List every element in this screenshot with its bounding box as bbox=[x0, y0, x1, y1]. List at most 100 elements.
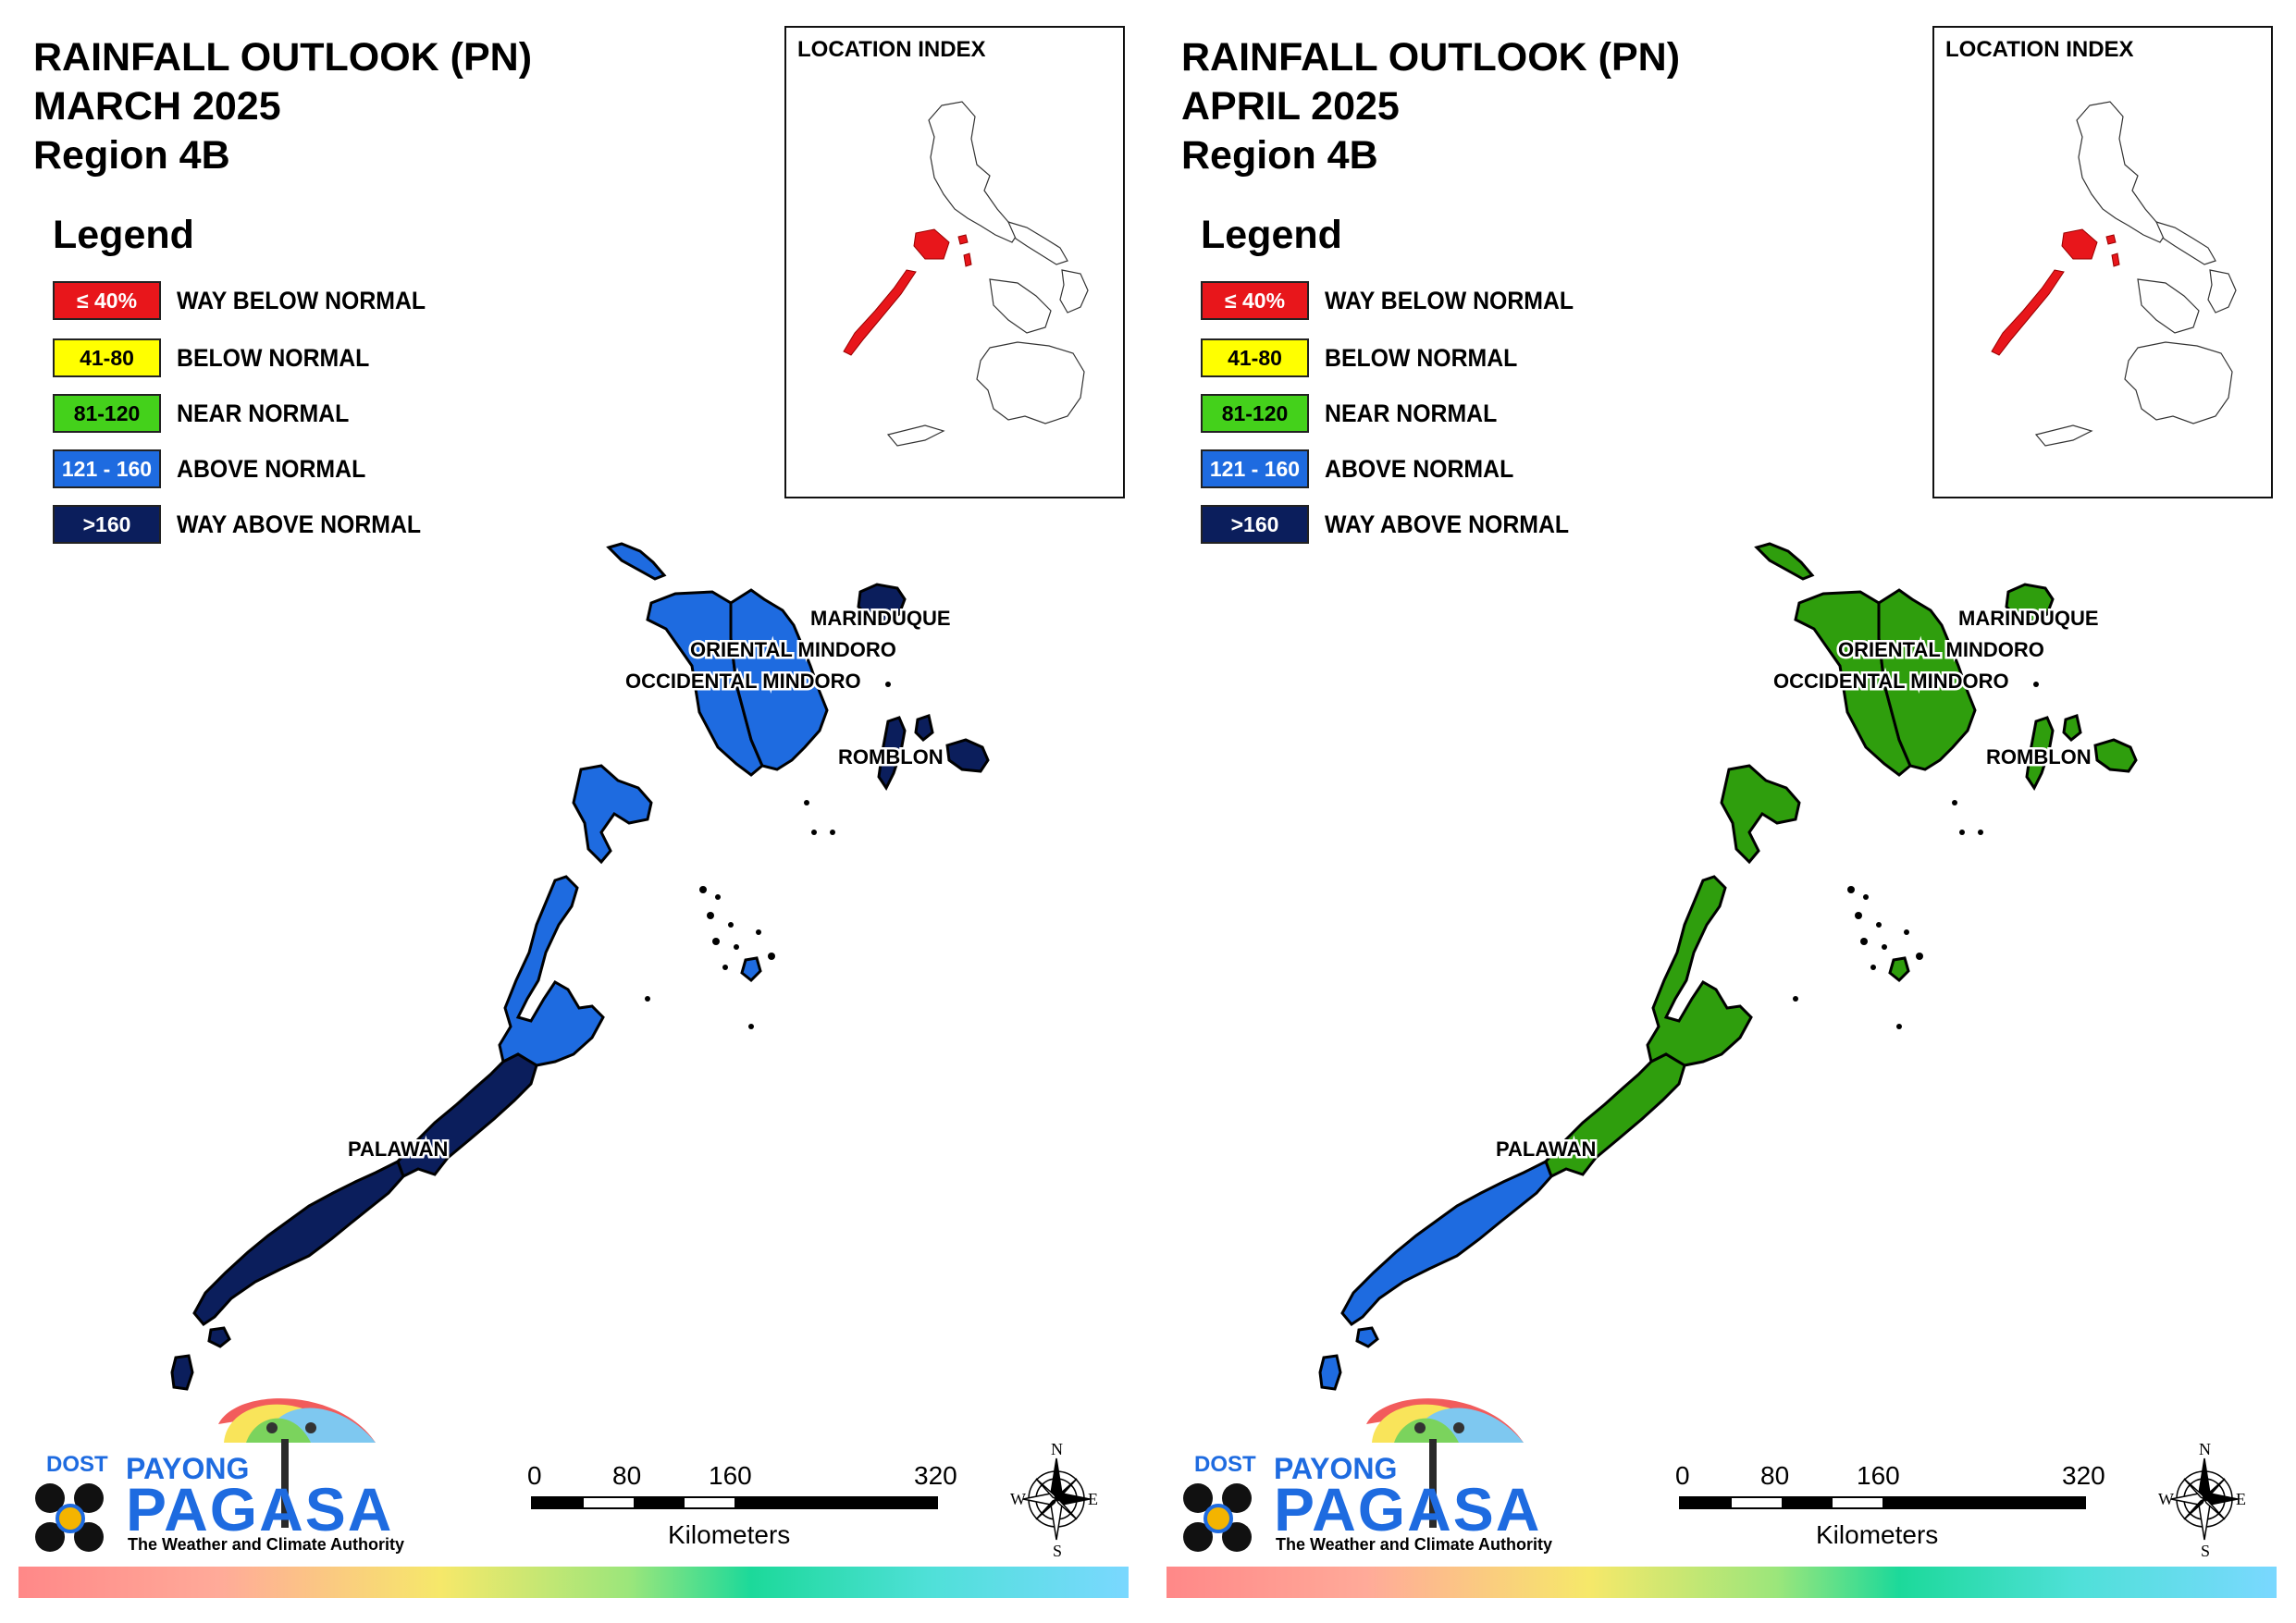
legend-label: WAY ABOVE NORMAL bbox=[177, 510, 422, 538]
region-4b-map: MARINDUQUE ORIENTAL MINDORO OCCIDENTAL M… bbox=[170, 542, 990, 1391]
location-index-inset: LOCATION INDEX bbox=[1932, 26, 2273, 498]
compass-rose-icon: N S E W bbox=[2158, 1440, 2246, 1558]
oriental-mindoro-shape bbox=[1877, 588, 1977, 771]
scale-unit: Kilometers bbox=[1816, 1520, 1939, 1549]
inset-palawan-highlight bbox=[1991, 269, 2065, 356]
inset-marinduque-highlight bbox=[2105, 234, 2117, 245]
region-4b-map: MARINDUQUE ORIENTAL MINDORO OCCIDENTAL M… bbox=[1318, 542, 2138, 1391]
compass-e: E bbox=[1088, 1490, 1098, 1508]
balabac-shape bbox=[170, 1354, 194, 1391]
label-romblon: ROMBLON bbox=[838, 745, 944, 768]
label-oriental-mindoro: ORIENTAL MINDORO bbox=[1838, 638, 2044, 661]
logo-tagline: The Weather and Climate Authority bbox=[1276, 1535, 1553, 1554]
scale-tick-320: 320 bbox=[2062, 1461, 2105, 1490]
romblon-tablas-shape bbox=[2025, 716, 2055, 791]
legend-label: WAY BELOW NORMAL bbox=[177, 287, 426, 314]
logo-pagasa: PAGASA bbox=[1274, 1475, 1542, 1543]
legend-swatch: 41-80 bbox=[53, 338, 161, 377]
legend-swatch: 121 - 160 bbox=[53, 449, 161, 488]
umbrella-icon bbox=[1183, 1398, 1524, 1552]
label-marinduque: MARINDUQUE bbox=[1958, 607, 2099, 630]
label-romblon: ROMBLON bbox=[1986, 745, 2092, 768]
bugsuk-shape bbox=[1355, 1326, 1379, 1348]
legend-label: BELOW NORMAL bbox=[177, 344, 370, 372]
inset-romblon-highlight bbox=[2111, 252, 2120, 267]
balabac-shape bbox=[1318, 1354, 1342, 1391]
title-line-3: Region 4B bbox=[1181, 133, 1378, 178]
inset-mindoro-highlight bbox=[913, 228, 950, 260]
compass-s: S bbox=[1053, 1542, 1062, 1558]
romblon-sibuyan-shape bbox=[945, 738, 990, 773]
title-line-2: APRIL 2025 bbox=[1181, 84, 1400, 129]
cuyo-dots bbox=[1793, 682, 2039, 1029]
label-occidental-mindoro: OCCIDENTAL MINDORO bbox=[625, 670, 861, 693]
logo-tagline: The Weather and Climate Authority bbox=[128, 1535, 405, 1554]
sulu-shape bbox=[886, 424, 945, 447]
legend-label: NEAR NORMAL bbox=[177, 400, 350, 427]
compass-n: N bbox=[1051, 1440, 1063, 1458]
occidental-mindoro-shape bbox=[1794, 590, 1912, 777]
palawan-mid-shape bbox=[1544, 1052, 1686, 1179]
map-title: RAINFALL OUTLOOK (PN) APRIL 2025 Region … bbox=[1181, 33, 1680, 180]
mindanao-shape bbox=[976, 341, 1085, 424]
legend-swatch: ≤ 40% bbox=[53, 281, 161, 320]
luzon-shape bbox=[2076, 101, 2168, 243]
palawan-south-shape bbox=[192, 1159, 405, 1326]
compass-n: N bbox=[2199, 1440, 2211, 1458]
compass-e: E bbox=[2236, 1490, 2246, 1508]
label-marinduque: MARINDUQUE bbox=[810, 607, 951, 630]
inset-title: LOCATION INDEX bbox=[1945, 37, 2134, 62]
logo-payong: PAYONG bbox=[1274, 1452, 1398, 1485]
samar-leyte-shape bbox=[1059, 269, 1089, 314]
scale-segments bbox=[531, 1496, 938, 1509]
inset-title: LOCATION INDEX bbox=[797, 37, 986, 62]
title-line-3: Region 4B bbox=[33, 133, 230, 178]
inset-mindoro-highlight bbox=[2061, 228, 2098, 260]
footer-gradient-bar bbox=[1167, 1567, 2277, 1598]
label-palawan: PALAWAN bbox=[1496, 1137, 1596, 1161]
legend-label: NEAR NORMAL bbox=[1325, 400, 1498, 427]
legend-label: ABOVE NORMAL bbox=[1325, 455, 1514, 483]
compass-w: W bbox=[1010, 1490, 1026, 1508]
calamian-islands-shape bbox=[1720, 764, 1801, 865]
inset-marinduque-highlight bbox=[957, 234, 969, 245]
legend-label: WAY BELOW NORMAL bbox=[1325, 287, 1574, 314]
legend-heading: Legend bbox=[1201, 213, 1342, 257]
cuyo-islands-shape bbox=[740, 956, 762, 983]
label-palawan: PALAWAN bbox=[348, 1137, 448, 1161]
romblon-small-shape bbox=[2062, 714, 2082, 743]
palawan-north-shape bbox=[1646, 875, 1753, 1067]
legend-heading: Legend bbox=[53, 213, 194, 257]
cuyo-islands-shape bbox=[1888, 956, 1910, 983]
location-index-inset: LOCATION INDEX bbox=[784, 26, 1125, 498]
footer-gradient-bar bbox=[19, 1567, 1129, 1598]
logo-dost: DOST bbox=[46, 1452, 108, 1477]
scale-bar: 0 80 160 320 Kilometers bbox=[527, 1461, 957, 1549]
outlook-panel-march: RAINFALL OUTLOOK (PN) MARCH 2025 Region … bbox=[19, 26, 1129, 1598]
scale-tick-80: 80 bbox=[1760, 1461, 1790, 1490]
philippines-map bbox=[843, 101, 1089, 447]
title-line-1: RAINFALL OUTLOOK (PN) bbox=[33, 35, 533, 80]
bicol-shape bbox=[1006, 221, 1068, 265]
logo-dost: DOST bbox=[1194, 1452, 1256, 1477]
scale-tick-80: 80 bbox=[612, 1461, 642, 1490]
legend-swatch: 81-120 bbox=[1201, 394, 1309, 433]
scale-bar: 0 80 160 320 Kilometers bbox=[1675, 1461, 2105, 1549]
occidental-mindoro-shape bbox=[646, 590, 764, 777]
marinduque-shape bbox=[857, 583, 907, 623]
legend-swatch: 81-120 bbox=[53, 394, 161, 433]
lubang-islands-shape bbox=[606, 542, 667, 581]
legend-label: ABOVE NORMAL bbox=[177, 455, 366, 483]
map-title: RAINFALL OUTLOOK (PN) MARCH 2025 Region … bbox=[33, 33, 532, 180]
bugsuk-shape bbox=[207, 1326, 231, 1348]
compass-rose-icon: N S E W bbox=[1010, 1440, 1098, 1558]
marinduque-shape bbox=[2005, 583, 2055, 623]
legend-swatch: >160 bbox=[1201, 505, 1309, 544]
samar-leyte-shape bbox=[2207, 269, 2237, 314]
label-oriental-mindoro: ORIENTAL MINDORO bbox=[690, 638, 896, 661]
visayas-shape bbox=[989, 278, 1052, 334]
logo-pagasa: PAGASA bbox=[126, 1475, 394, 1543]
outlook-panel-april: RAINFALL OUTLOOK (PN) APRIL 2025 Region … bbox=[1148, 0, 2296, 1623]
legend-label: BELOW NORMAL bbox=[1325, 344, 1518, 372]
palawan-south-shape bbox=[1340, 1159, 1553, 1326]
